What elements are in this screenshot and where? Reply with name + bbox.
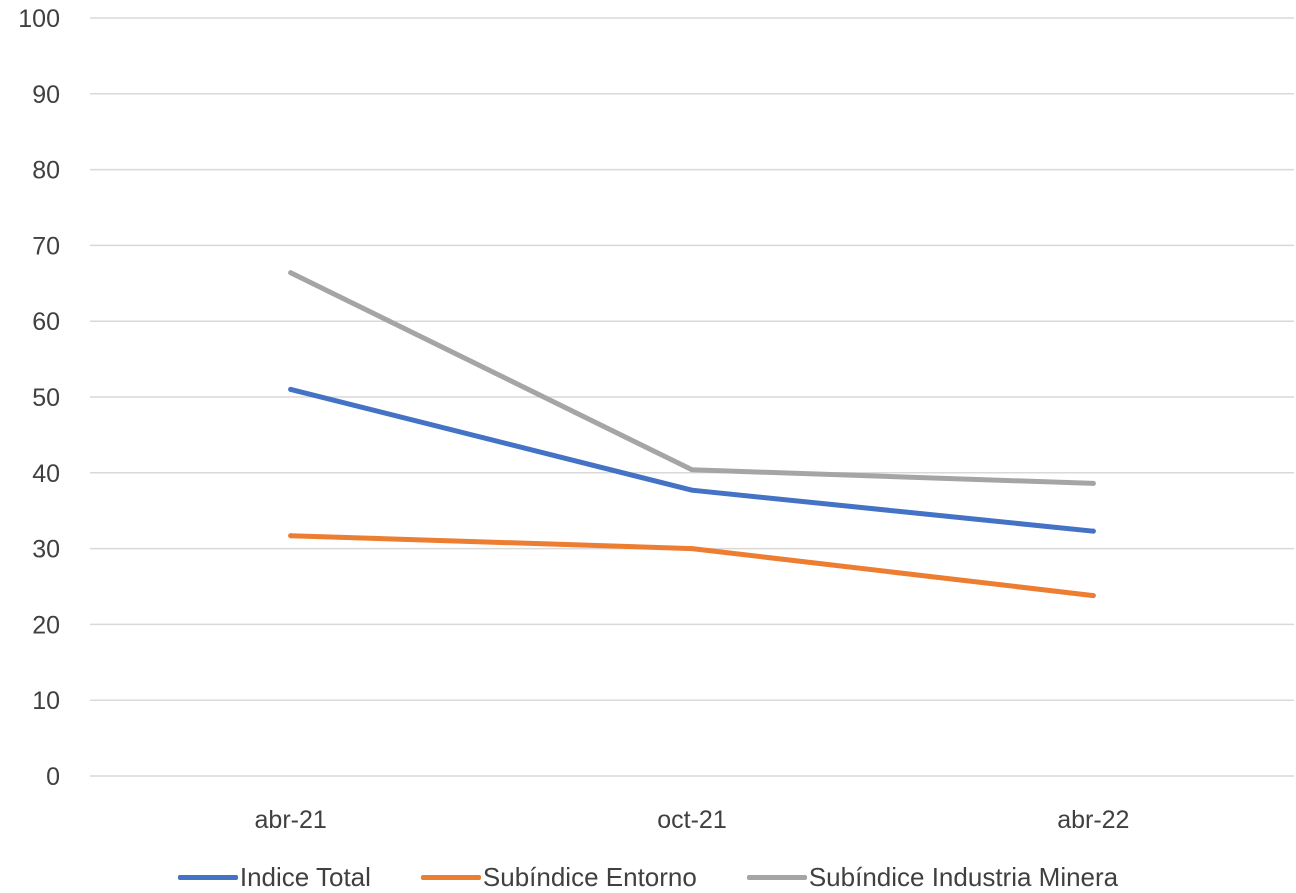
y-tick-label: 70	[32, 232, 60, 260]
y-tick-label: 80	[32, 157, 60, 185]
x-tick-label: abr-22	[1057, 806, 1129, 834]
data-point	[288, 270, 294, 276]
y-axis-tick-labels: 0 10 20 30 40 50 60 70 80 90 100	[18, 5, 60, 791]
legend-item: Indice Total	[177, 862, 371, 893]
legend-swatch	[420, 875, 481, 880]
legend-label: Subíndice Entorno	[482, 862, 697, 892]
gridlines	[90, 17, 1294, 777]
y-tick-label: 100	[18, 5, 60, 33]
y-tick-label: 0	[46, 763, 60, 791]
y-tick-label: 20	[32, 611, 60, 639]
data-point	[288, 386, 294, 392]
x-tick-label: abr-21	[255, 806, 327, 834]
series-line-2	[288, 533, 1096, 599]
y-tick-label: 90	[32, 81, 60, 109]
legend: Indice Total Subíndice Entorno Subíndice I…	[0, 862, 1296, 893]
data-point	[288, 533, 294, 539]
data-point	[1090, 528, 1096, 534]
legend-item: Subíndice Industria Minera	[746, 862, 1119, 893]
series-lines	[288, 270, 1096, 599]
data-point	[1090, 593, 1096, 599]
y-tick-label: 40	[32, 460, 60, 488]
x-axis-tick-labels: abr-21 oct-21 abr-22	[255, 806, 1130, 834]
y-tick-label: 50	[32, 384, 60, 412]
legend-swatch	[177, 875, 238, 880]
data-point	[689, 467, 695, 473]
x-tick-label: oct-21	[657, 806, 726, 834]
y-tick-label: 10	[32, 687, 60, 715]
y-tick-label: 60	[32, 308, 60, 336]
y-tick-label: 30	[32, 536, 60, 564]
series-line-1	[288, 386, 1096, 534]
data-point	[689, 546, 695, 552]
legend-label: Subíndice Industria Minera	[808, 862, 1119, 892]
data-point	[1090, 480, 1096, 486]
legend-label: Indice Total	[239, 862, 371, 892]
series-line-3	[288, 270, 1096, 486]
data-point	[689, 487, 695, 493]
legend-item: Subíndice Entorno	[420, 862, 697, 893]
legend-swatch	[746, 875, 807, 880]
